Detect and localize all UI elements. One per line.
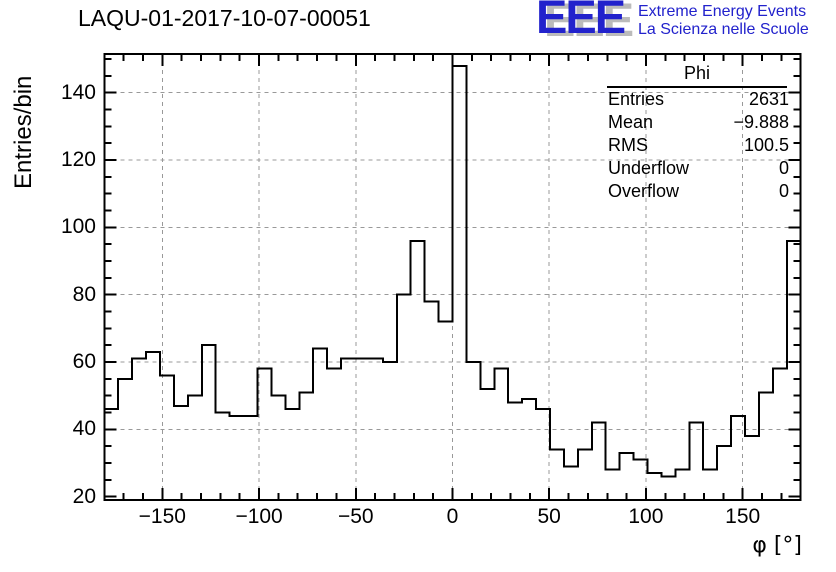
eee-logo: EEE EEE Extreme Energy Events La Scienza… xyxy=(536,0,836,46)
stat-label: Underflow xyxy=(608,158,690,178)
stat-value: −9.888 xyxy=(733,112,789,132)
stat-row: Underflow 0 xyxy=(601,157,793,180)
stats-box: Phi Entries 2631 Mean −9.888 RMS 100.5 Underfl… xyxy=(601,61,793,203)
y-tick-label: 140 xyxy=(60,80,96,104)
stat-value: 0 xyxy=(778,181,789,201)
stat-value: 2631 xyxy=(748,89,789,109)
eee-logo-main: EEE xyxy=(536,0,626,43)
y-tick-label: 100 xyxy=(60,215,96,239)
stat-row: Entries 2631 xyxy=(601,88,793,111)
x-tick-label: 0 xyxy=(446,505,459,528)
stat-row: Mean −9.888 xyxy=(601,111,793,134)
eee-logo-letters: EEE EEE xyxy=(536,0,634,45)
logo-line2: La Scienza nelle Scuole xyxy=(638,21,809,38)
stat-label: Overflow xyxy=(608,181,680,201)
x-tick-label: −150 xyxy=(138,505,186,528)
stat-value: 0 xyxy=(778,158,789,178)
eee-logo-shadow: EEE xyxy=(544,0,634,46)
x-tick-label: 100 xyxy=(628,505,664,528)
stat-row: Overflow 0 xyxy=(601,180,793,203)
stats-box-rows: Entries 2631 Mean −9.888 RMS 100.5 Underflow 0 O… xyxy=(601,88,793,203)
stat-label: Mean xyxy=(608,112,654,132)
stat-label: Entries xyxy=(608,89,665,109)
stats-box-title: Phi xyxy=(683,63,710,83)
y-tick-label: 20 xyxy=(72,484,96,508)
chart-title: LAQU-01-2017-10-07-00051 xyxy=(78,5,371,31)
y-tick-label: 80 xyxy=(72,282,96,306)
y-tick-label: 40 xyxy=(72,417,96,441)
stat-label: RMS xyxy=(608,135,648,155)
plot-frame xyxy=(103,53,802,501)
eee-logo-text: Extreme Energy Events La Scienza nelle S… xyxy=(638,3,809,39)
logo-line1: Extreme Energy Events xyxy=(638,3,807,20)
x-tick-label: 150 xyxy=(725,505,761,528)
histogram-line xyxy=(103,64,802,500)
y-tick-label: 60 xyxy=(72,350,96,373)
stat-row: RMS 100.5 xyxy=(601,134,793,157)
y-axis-title: Entries/bin xyxy=(10,75,37,189)
stat-value: 100.5 xyxy=(743,135,789,155)
x-tick-label: 50 xyxy=(537,505,561,528)
stats-box-underline xyxy=(607,86,787,88)
x-axis-title: φ [°] xyxy=(752,533,802,558)
y-tick-label: 120 xyxy=(60,148,96,171)
x-tick-label: −100 xyxy=(235,505,283,528)
x-tick-label: −50 xyxy=(337,505,374,528)
